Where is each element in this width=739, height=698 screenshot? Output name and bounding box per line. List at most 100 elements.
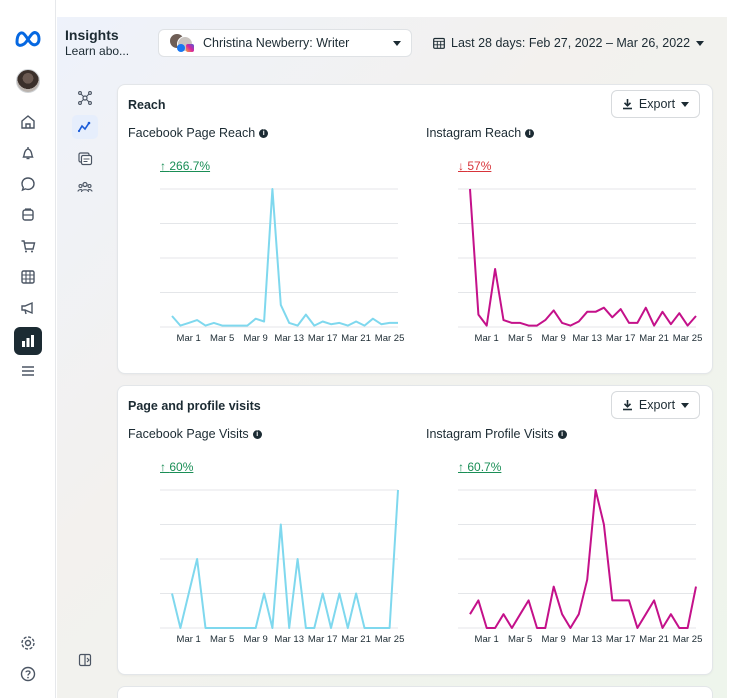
instagram-visits-delta[interactable]: ↑ 60.7%: [458, 460, 501, 474]
download-icon: [622, 99, 632, 110]
delta-value: 60%: [169, 460, 194, 474]
info-icon[interactable]: i: [557, 429, 567, 439]
panel-toggle-icon[interactable]: [72, 648, 98, 672]
date-range-label: Last 28 days: Feb 27, 2022 – Mar 26, 202…: [451, 36, 691, 50]
facebook-reach-delta[interactable]: ↑ 266.7%: [160, 159, 210, 173]
learn-about-link[interactable]: Learn abo...: [65, 44, 130, 58]
account-name: Christina Newberry: Writer: [203, 36, 350, 50]
x-tick-label: Mar 25: [375, 634, 405, 645]
chat-icon[interactable]: [19, 175, 37, 193]
download-icon: [622, 400, 632, 411]
up-arrow-icon: ↑: [458, 460, 464, 474]
avatar[interactable]: [16, 69, 40, 93]
content-icon[interactable]: [72, 146, 98, 170]
chevron-down-icon: [393, 40, 401, 46]
insights-icon[interactable]: [14, 327, 42, 355]
up-arrow-icon: ↑: [160, 159, 166, 173]
table-icon[interactable]: [19, 268, 37, 286]
series-line[interactable]: [469, 489, 697, 629]
help-icon[interactable]: [19, 665, 37, 683]
up-arrow-icon: ↑: [160, 460, 166, 474]
export-button[interactable]: Export: [611, 391, 700, 419]
metric-label: Facebook Page Reach: [128, 126, 256, 140]
delta-value: 266.7%: [169, 159, 211, 173]
x-tick-label: Mar 5: [508, 634, 532, 645]
x-tick-label: Mar 9: [244, 333, 268, 344]
x-tick-label: Mar 21: [639, 634, 669, 645]
export-label: Export: [638, 398, 676, 412]
chevron-down-icon: [696, 40, 705, 46]
account-selector[interactable]: Christina Newberry: Writer: [158, 29, 412, 57]
info-icon[interactable]: i: [252, 429, 262, 439]
metric-label: Instagram Profile Visits: [426, 427, 554, 441]
x-tick-label: Mar 21: [639, 333, 669, 344]
series-line[interactable]: [469, 188, 697, 327]
meta-logo[interactable]: [14, 28, 42, 48]
delta-value: 60.7%: [467, 460, 502, 474]
home-icon[interactable]: [19, 113, 37, 131]
facebook-visits-delta[interactable]: ↑ 60%: [160, 460, 193, 474]
account-avatars: [169, 33, 195, 53]
trends-icon[interactable]: [72, 115, 98, 139]
x-tick-label: Mar 1: [177, 634, 201, 645]
page-title: Insights: [65, 27, 119, 43]
x-tick-label: Mar 17: [308, 634, 338, 645]
x-tick-label: Mar 21: [341, 634, 371, 645]
metric-label: Instagram Reach: [426, 126, 522, 140]
down-arrow-icon: ↓: [458, 159, 464, 173]
x-tick-label: Mar 9: [244, 634, 268, 645]
x-tick-label: Mar 13: [572, 333, 602, 344]
posts-icon[interactable]: [19, 206, 37, 224]
facebook-reach-chart: Mar 1 Mar 5 Mar 9 Mar 13 Mar 17 Mar 21 Mar 25: [160, 188, 404, 344]
x-tick-label: Mar 21: [341, 333, 371, 344]
next-card: [117, 686, 713, 698]
reach-card: Reach Export Facebook Page Reach i Insta…: [117, 84, 713, 374]
x-tick-label: Mar 25: [673, 333, 703, 344]
visits-card: Page and profile visits Export Facebook …: [117, 385, 713, 675]
export-label: Export: [638, 97, 676, 111]
x-tick-label: Mar 9: [542, 333, 566, 344]
info-icon[interactable]: i: [259, 128, 269, 138]
instagram-icon: [186, 44, 194, 52]
x-tick-label: Mar 5: [210, 333, 234, 344]
facebook-icon: [177, 44, 185, 52]
date-range-selector[interactable]: Last 28 days: Feb 27, 2022 – Mar 26, 202…: [433, 34, 705, 52]
instagram-reach-chart: Mar 1 Mar 5 Mar 9 Mar 13 Mar 17 Mar 21 Mar 25: [458, 188, 702, 344]
bell-icon[interactable]: [19, 144, 37, 162]
x-tick-label: Mar 9: [542, 634, 566, 645]
series-line[interactable]: [171, 188, 398, 327]
export-button[interactable]: Export: [611, 90, 700, 118]
shop-icon[interactable]: [19, 237, 37, 255]
x-tick-label: Mar 25: [673, 634, 703, 645]
facebook-visits-chart: Mar 1 Mar 5 Mar 9 Mar 13 Mar 17 Mar 21 Mar 25: [160, 489, 404, 645]
facebook-reach-title: Facebook Page Reach i: [128, 126, 269, 140]
audience-icon[interactable]: [72, 175, 98, 199]
settings-icon[interactable]: [19, 634, 37, 652]
x-tick-label: Mar 25: [375, 333, 405, 344]
chevron-down-icon: [681, 402, 690, 408]
x-tick-label: Mar 5: [508, 333, 532, 344]
x-tick-label: Mar 1: [475, 333, 499, 344]
menu-icon[interactable]: [19, 362, 37, 380]
overview-icon[interactable]: [72, 86, 98, 110]
megaphone-icon[interactable]: [19, 299, 37, 317]
x-tick-label: Mar 17: [606, 634, 636, 645]
x-tick-label: Mar 17: [308, 333, 338, 344]
series-line[interactable]: [171, 489, 399, 629]
delta-value: 57%: [467, 159, 492, 173]
x-tick-label: Mar 13: [274, 634, 304, 645]
x-tick-label: Mar 1: [177, 333, 201, 344]
instagram-visits-chart: Mar 1 Mar 5 Mar 9 Mar 13 Mar 17 Mar 21 Mar 25: [458, 489, 702, 645]
instagram-reach-delta[interactable]: ↓ 57%: [458, 159, 491, 173]
calendar-icon: [433, 37, 445, 49]
instagram-visits-title: Instagram Profile Visits i: [426, 427, 567, 441]
x-tick-label: Mar 5: [210, 634, 234, 645]
instagram-reach-title: Instagram Reach i: [426, 126, 535, 140]
card-title: Page and profile visits: [128, 399, 261, 413]
metric-label: Facebook Page Visits: [128, 427, 249, 441]
facebook-visits-title: Facebook Page Visits i: [128, 427, 262, 441]
x-tick-label: Mar 1: [475, 634, 499, 645]
info-icon[interactable]: i: [525, 128, 535, 138]
left-rail: [0, 0, 56, 698]
x-tick-label: Mar 17: [606, 333, 636, 344]
